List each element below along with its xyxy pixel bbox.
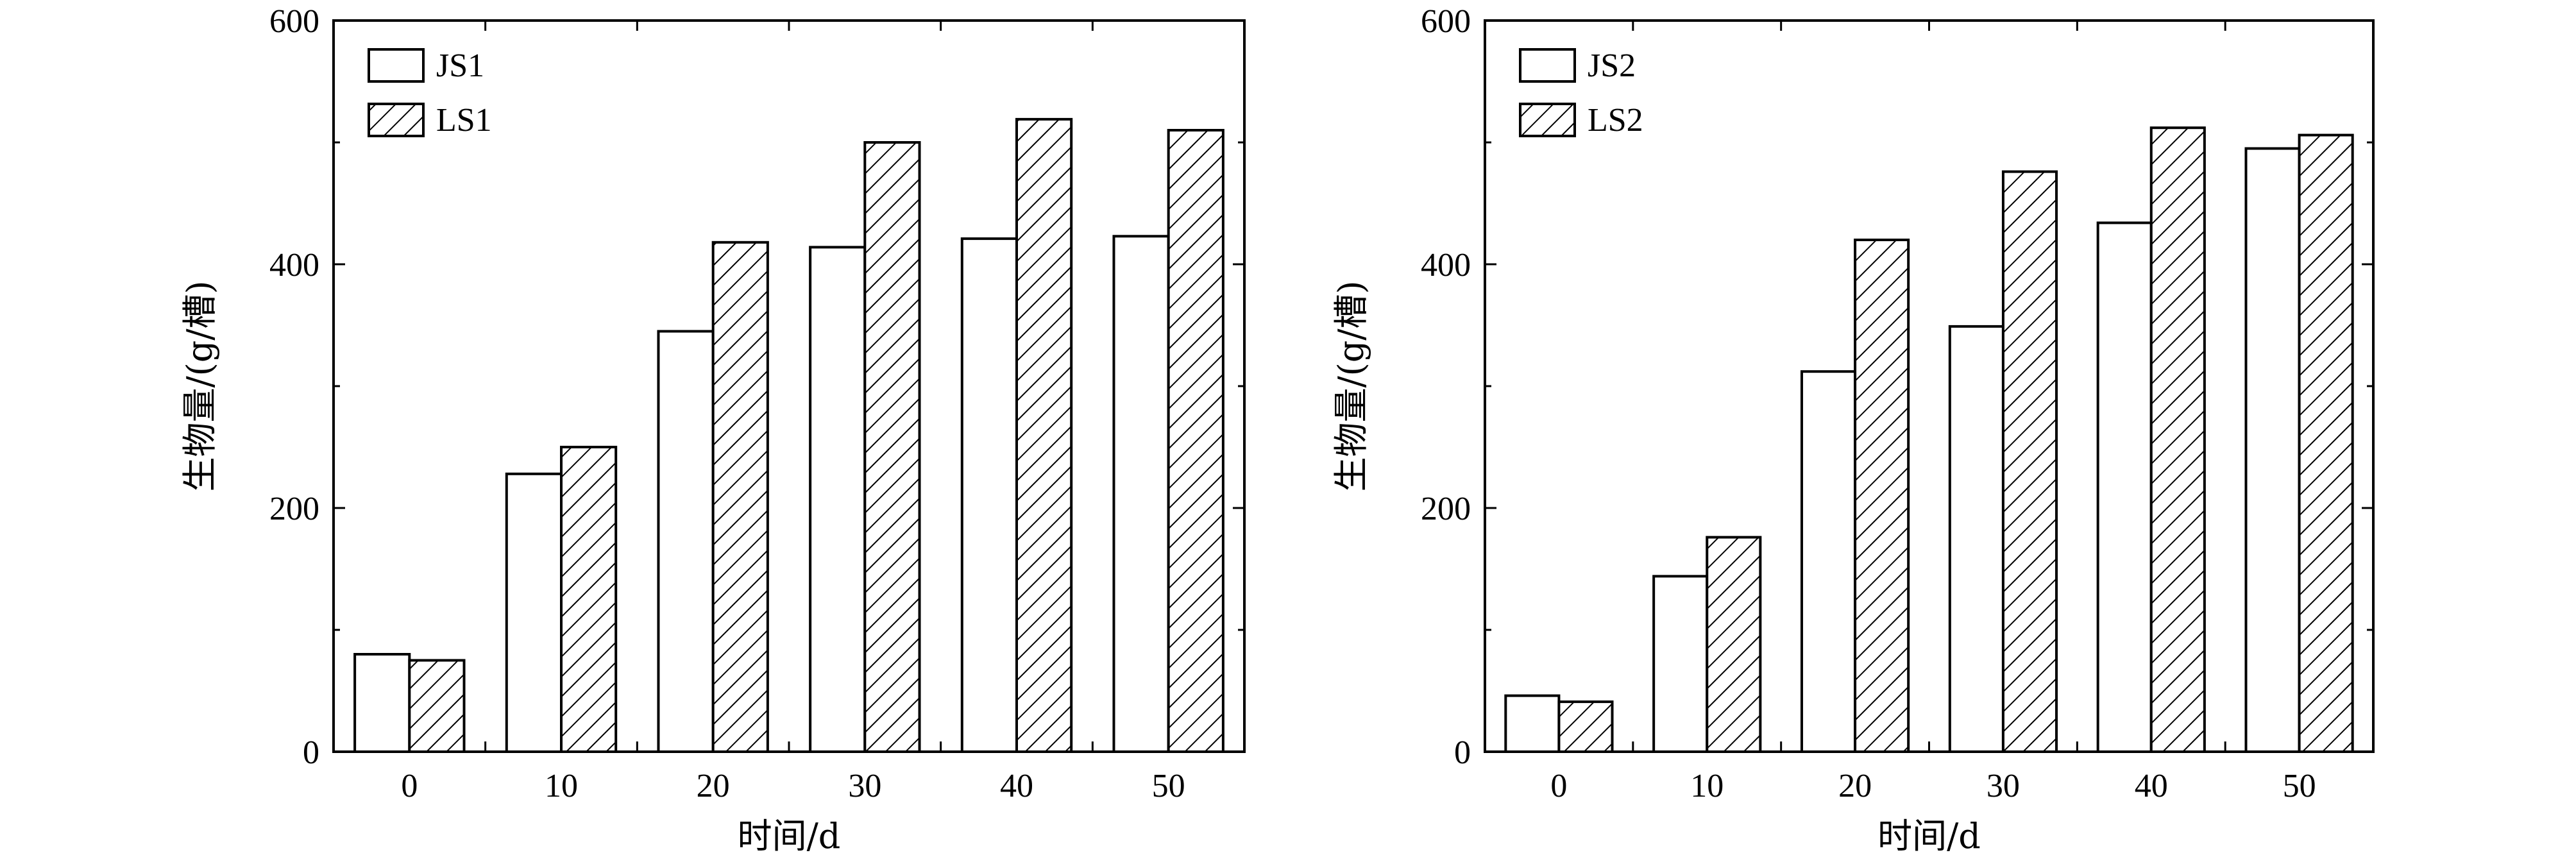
- bar-js2-20: [1800, 370, 1857, 753]
- y-tick-label: 400: [1421, 247, 1471, 284]
- bar-js2-30: [1948, 325, 2004, 753]
- x-axis-title: 时间/d: [738, 816, 841, 855]
- y-axis-title: 生物量/(g/槽): [1331, 280, 1371, 491]
- bar-js2-50: [2244, 147, 2301, 753]
- x-tick-label: 40: [2135, 768, 2168, 804]
- bar-ls1-0: [408, 659, 466, 753]
- bar-ls2-10: [1706, 536, 1762, 753]
- bar-ls2-30: [2001, 170, 2058, 754]
- bar-js2-0: [1504, 694, 1561, 753]
- y-tick-label: 600: [269, 3, 319, 40]
- bar-ls2-20: [1854, 239, 1910, 753]
- x-tick-label: 50: [2283, 768, 2316, 804]
- bar-ls1-50: [1167, 129, 1224, 753]
- legend-swatch-ls2: [1519, 103, 1576, 137]
- x-tick-label: 20: [697, 768, 730, 804]
- right-bar-chart: 0 10 20 30 40 50 0 200 400 600 时间/d 生物量/(g/槽) JS2 LS2: [1331, 3, 2375, 855]
- bar-ls2-40: [2149, 126, 2206, 753]
- bar-js2-10: [1652, 575, 1709, 754]
- bar-ls1-30: [863, 141, 921, 753]
- bar-js2-40: [2096, 221, 2153, 753]
- bar-ls1-40: [1015, 117, 1073, 753]
- legend-label-ls2: LS2: [1588, 102, 1643, 139]
- legend-swatch-ls1: [368, 103, 425, 137]
- legend-swatch-js1: [368, 48, 425, 83]
- legend-label-ls1: LS1: [436, 102, 492, 139]
- y-tick-label: 0: [1454, 734, 1471, 771]
- x-tick-label: 10: [1690, 768, 1724, 804]
- legend-swatch-js2: [1519, 48, 1576, 83]
- legend-label-js2: JS2: [1588, 47, 1636, 84]
- x-tick-label: 0: [1550, 768, 1567, 804]
- x-tick-label: 0: [401, 768, 418, 804]
- x-tick-label: 10: [545, 768, 578, 804]
- x-tick-label: 50: [1152, 768, 1185, 804]
- x-tick-label: 40: [1000, 768, 1033, 804]
- bar-js1-0: [353, 653, 411, 753]
- y-tick-label: 0: [303, 734, 319, 771]
- y-tick-label: 200: [1421, 491, 1471, 527]
- y-tick-label: 200: [269, 491, 319, 527]
- legend-label-js1: JS1: [436, 47, 484, 84]
- bar-ls1-20: [711, 241, 769, 753]
- x-tick-label: 30: [1987, 768, 2020, 804]
- bar-js1-20: [657, 330, 715, 753]
- bar-ls1-10: [560, 446, 618, 753]
- bar-js1-40: [960, 237, 1019, 754]
- y-tick-label: 400: [269, 247, 319, 284]
- x-tick-label: 30: [848, 768, 881, 804]
- bar-js1-50: [1112, 235, 1170, 753]
- left-bar-chart: 0 10 20 30 40 50 0 200 400 600 时间/d 生物量/(g/槽) JS1 LS1: [180, 3, 1246, 855]
- bar-ls2-50: [2298, 133, 2354, 754]
- y-axis-title: 生物量/(g/槽): [180, 280, 220, 491]
- bar-js1-10: [505, 472, 563, 753]
- x-axis-title: 时间/d: [1877, 816, 1981, 855]
- bar-js1-30: [809, 246, 867, 753]
- bar-ls2-0: [1557, 700, 1614, 753]
- y-tick-label: 600: [1421, 3, 1471, 40]
- x-tick-label: 20: [1838, 768, 1872, 804]
